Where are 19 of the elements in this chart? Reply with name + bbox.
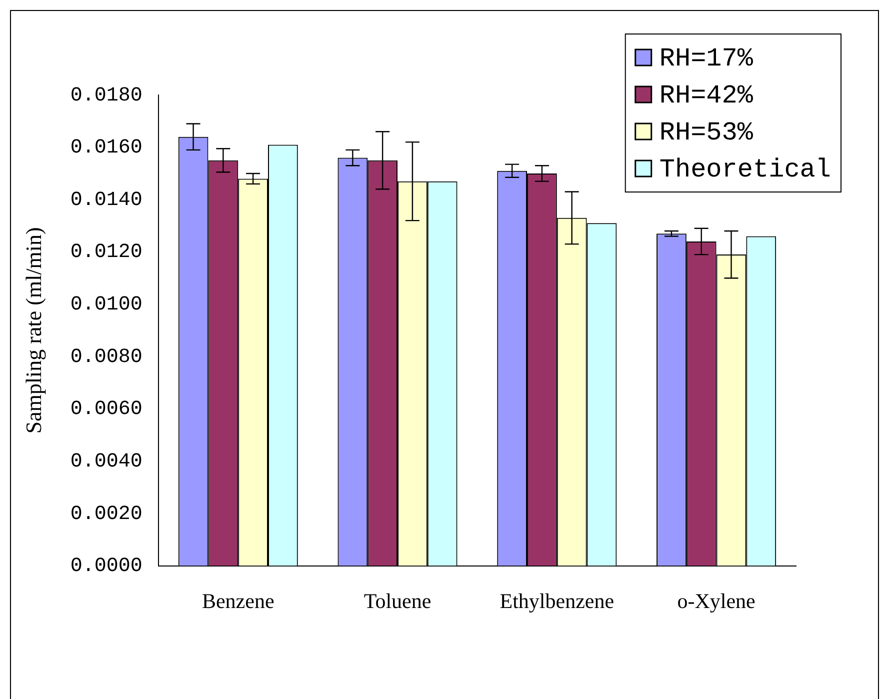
y-tick-label: 0.0140 <box>70 188 142 212</box>
x-tick-label: Toluene <box>364 588 432 613</box>
y-tick-label: 0.0060 <box>70 398 142 422</box>
legend-label: Theoretical <box>659 154 832 184</box>
legend-label: RH=42% <box>659 80 754 110</box>
x-tick-label: Ethylbenzene <box>500 588 614 613</box>
y-tick-label: 0.0120 <box>70 241 142 264</box>
y-tick-label: 0.0000 <box>70 555 142 578</box>
y-tick-label: 0.0180 <box>70 84 142 108</box>
y-tick-label: 0.0100 <box>70 294 142 317</box>
x-tick-label: Benzene <box>202 588 274 613</box>
y-tick-label: 0.0020 <box>70 502 142 526</box>
legend-label: RH=53% <box>659 117 754 148</box>
y-tick-label: 0.0080 <box>70 346 142 369</box>
y-axis-title: Sampling rate (ml/min) <box>20 227 46 434</box>
y-tick-label: 0.0040 <box>70 450 142 474</box>
y-tick-label: 0.0160 <box>70 136 142 160</box>
x-tick-label: o-Xylene <box>677 588 756 613</box>
legend-label: RH=17% <box>659 43 754 74</box>
